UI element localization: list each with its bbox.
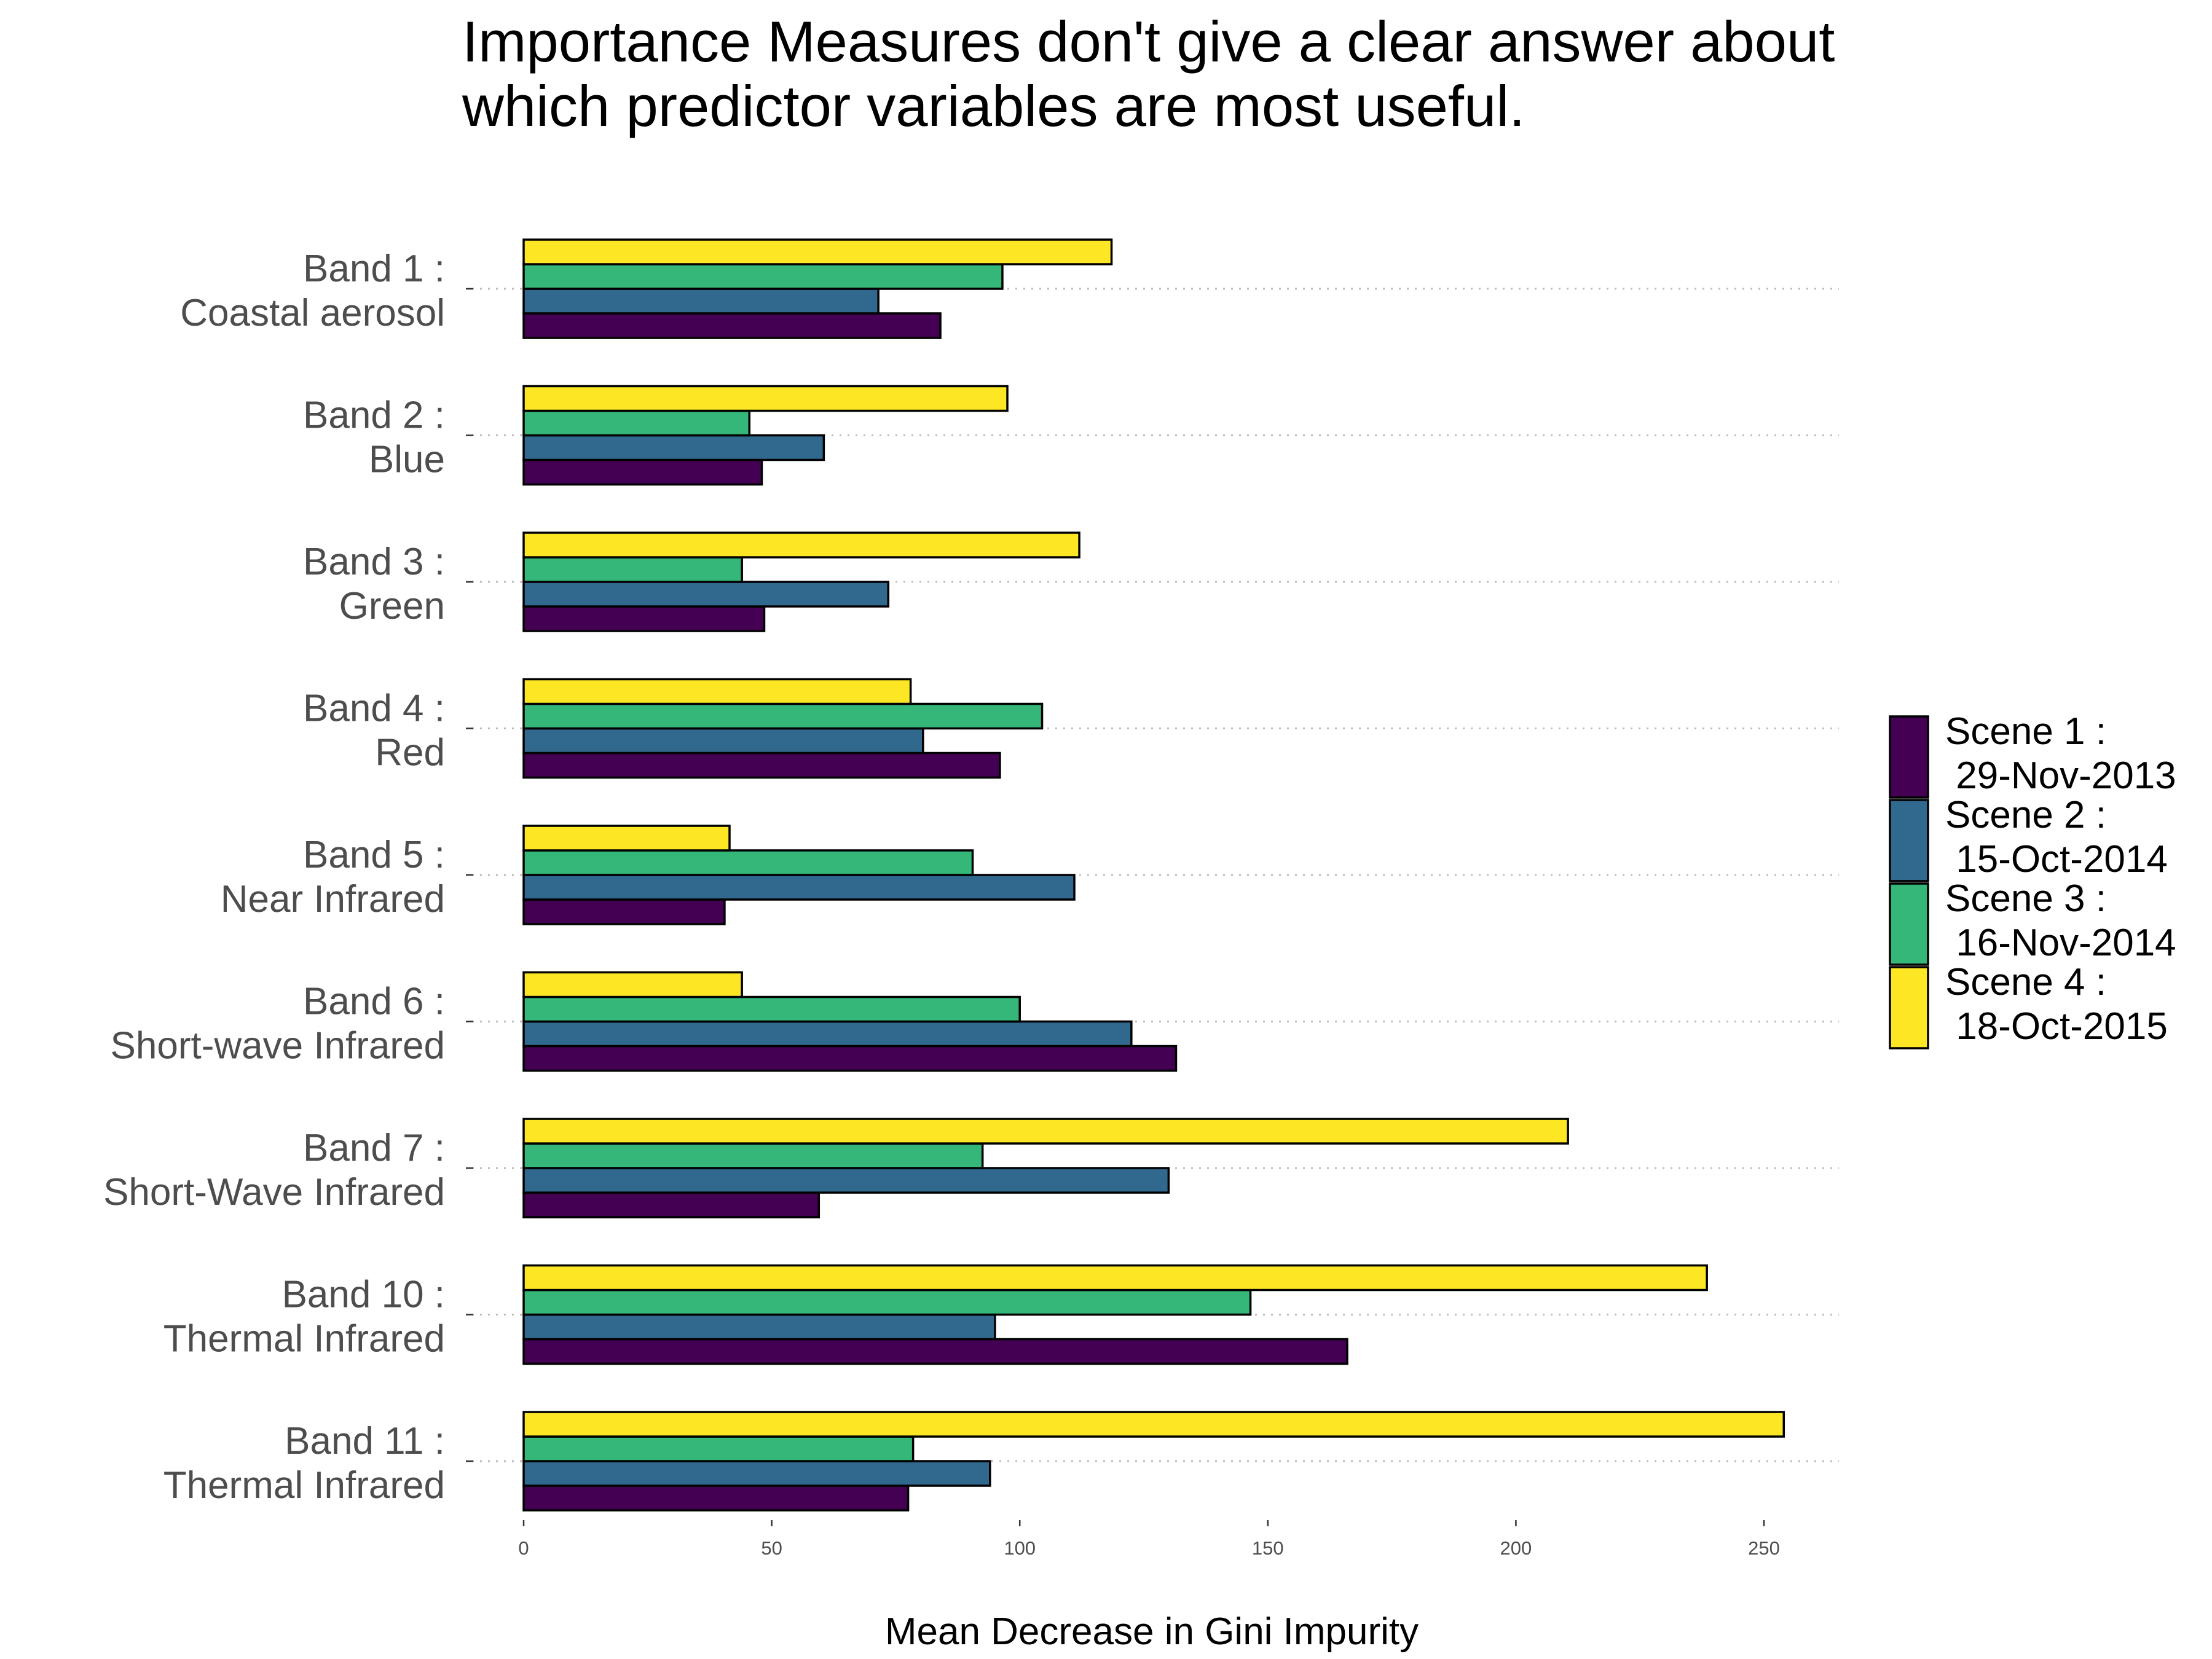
bar bbox=[522, 995, 1021, 1023]
bar bbox=[522, 1167, 1170, 1194]
bar bbox=[522, 825, 731, 852]
chart-title-line-2: which predictor variables are most usefu… bbox=[462, 74, 1525, 138]
category-label: Band 1 : bbox=[303, 248, 445, 290]
category-label: Band 11 : bbox=[285, 1420, 445, 1462]
legend-label: 29-Nov-2013 bbox=[1945, 755, 2176, 797]
x-tick-label: 250 bbox=[1748, 1537, 1780, 1559]
bar bbox=[522, 385, 1009, 412]
bar bbox=[522, 409, 751, 437]
bar bbox=[522, 581, 890, 608]
category-label: Green bbox=[339, 585, 445, 627]
category-label: Band 4 : bbox=[303, 688, 445, 730]
legend-label: Scene 1 : bbox=[1945, 710, 2106, 753]
legend-key bbox=[1889, 799, 1929, 882]
bar bbox=[522, 751, 1001, 779]
x-tick-label: 200 bbox=[1500, 1537, 1532, 1559]
bar bbox=[522, 1020, 1133, 1048]
bar bbox=[522, 874, 1076, 901]
legend-label: Scene 2 : bbox=[1945, 794, 2106, 836]
x-tick-label: 50 bbox=[761, 1537, 782, 1559]
bar bbox=[522, 531, 1080, 559]
bar bbox=[522, 1264, 1708, 1292]
category-label: Band 6 : bbox=[303, 981, 445, 1023]
legend-label: 18-Oct-2015 bbox=[1945, 1005, 2168, 1048]
bars bbox=[522, 238, 1785, 1512]
bar bbox=[522, 238, 1113, 265]
bar bbox=[522, 1460, 991, 1487]
category-label: Band 2 : bbox=[303, 394, 445, 437]
bar bbox=[522, 1313, 996, 1341]
legend-label: 16-Nov-2014 bbox=[1945, 922, 2176, 964]
bar bbox=[522, 1338, 1348, 1365]
category-labels: Band 1 :Coastal aerosol Band 2 :Blue Band … bbox=[103, 248, 445, 1507]
bar bbox=[522, 458, 763, 486]
category-label: Short-wave Infrared bbox=[111, 1025, 445, 1067]
bar bbox=[522, 1435, 915, 1462]
chart-title-line-1: Importance Measures don't give a clear a… bbox=[462, 9, 1835, 74]
bar bbox=[522, 556, 743, 583]
legend-key bbox=[1889, 966, 1929, 1049]
x-tick-label: 0 bbox=[518, 1537, 529, 1559]
bar bbox=[522, 1484, 910, 1512]
bar bbox=[522, 605, 766, 632]
bar bbox=[522, 1045, 1178, 1072]
x-axis-title: Mean Decrease in Gini Impurity bbox=[885, 1610, 1419, 1653]
bar bbox=[522, 1142, 984, 1169]
category-label: Short-Wave Infrared bbox=[103, 1171, 445, 1214]
x-tick-label: 100 bbox=[1004, 1537, 1036, 1559]
bar bbox=[522, 727, 924, 755]
category-label: Coastal aerosol bbox=[180, 292, 445, 334]
bar bbox=[522, 288, 880, 315]
legend-key bbox=[1889, 715, 1929, 799]
bar bbox=[522, 1118, 1569, 1145]
x-axis: 0 50 100 150 200 250 bbox=[518, 1520, 1780, 1559]
x-tick-label: 150 bbox=[1252, 1537, 1284, 1559]
category-label: Band 10 : bbox=[282, 1274, 445, 1316]
category-label: Thermal Infrared bbox=[163, 1318, 445, 1360]
category-label: Thermal Infrared bbox=[163, 1464, 445, 1507]
category-label: Blue bbox=[369, 439, 445, 481]
bar bbox=[522, 898, 726, 925]
bar bbox=[522, 312, 942, 339]
bar bbox=[522, 1288, 1252, 1316]
legend-label: 15-Oct-2014 bbox=[1945, 838, 2168, 880]
gridlines bbox=[466, 288, 1839, 1462]
bar bbox=[522, 1191, 821, 1218]
bar bbox=[522, 971, 743, 998]
bar bbox=[522, 434, 825, 461]
category-label: Band 7 : bbox=[303, 1127, 445, 1169]
bar bbox=[522, 678, 912, 705]
bar bbox=[522, 702, 1044, 730]
category-label: Band 5 : bbox=[303, 834, 445, 876]
bar bbox=[522, 263, 1004, 290]
bar bbox=[522, 849, 974, 876]
bar bbox=[522, 1411, 1785, 1438]
legend-key bbox=[1889, 882, 1929, 966]
legend-label: Scene 4 : bbox=[1945, 961, 2106, 1003]
category-label: Band 3 : bbox=[303, 541, 445, 583]
legend-label: Scene 3 : bbox=[1945, 877, 2106, 920]
category-label: Near Infrared bbox=[221, 878, 445, 920]
category-label: Red bbox=[375, 732, 445, 774]
